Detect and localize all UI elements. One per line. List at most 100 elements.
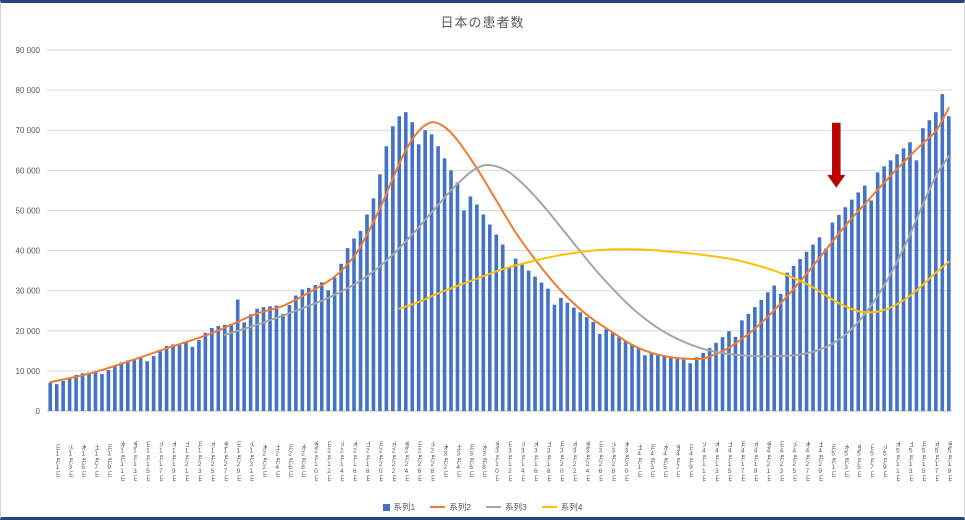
x-axis-label: 金4月21日 (764, 440, 771, 482)
x-axis-label: 水3月8日 (480, 444, 487, 478)
x-axis-label: 火3月14日 (519, 440, 526, 482)
y-axis-label: 40 000 (16, 247, 41, 256)
x-axis-label: 金1月13日 (131, 440, 138, 482)
x-axis-label: 日1月1日 (53, 444, 60, 478)
y-axis-label: 70 000 (16, 126, 41, 135)
y-axis-label: 20 000 (16, 327, 41, 336)
line-series-3[interactable] (223, 155, 950, 358)
x-axis-label: 日2月12日 (325, 440, 332, 482)
x-axis-label: 水5月17日 (933, 440, 940, 482)
line-marker-icon (430, 506, 446, 508)
legend-item-series3[interactable]: 系列3 (486, 501, 527, 513)
x-axis-label: 火2月14日 (338, 440, 345, 482)
y-axis-label: 60 000 (16, 166, 41, 175)
x-axis-label: 金2月10日 (312, 440, 319, 482)
x-axis-label: 土4月1日 (635, 444, 642, 478)
x-axis-label: 月3月6日 (467, 444, 474, 478)
legend-label-series3: 系列3 (505, 502, 527, 512)
x-axis-label: 日4月9日 (687, 444, 694, 478)
x-axis-label: 水4月5日 (661, 444, 668, 478)
x-axis-label: 火4月11日 (700, 440, 707, 482)
x-axis-label: 木4月13日 (713, 440, 720, 482)
y-axis-label: 50 000 (16, 206, 41, 215)
x-axis-label: 金5月19日 (945, 440, 952, 482)
x-axis-label: 火1月31日 (247, 440, 254, 482)
x-axis-label: 月5月15日 (920, 440, 927, 482)
x-axis-label: 木3月16日 (532, 440, 539, 482)
x-axis-label: 木1月19日 (170, 440, 177, 482)
x-axis-label: 木2月2日 (260, 444, 267, 478)
x-axis-label: 金1月27日 (221, 440, 228, 482)
x-axis-label: 金3月10日 (493, 440, 500, 482)
x-axis-label: 火2月28日 (428, 440, 435, 482)
x-axis-label: 金5月5日 (855, 444, 862, 478)
line-series-4[interactable] (398, 248, 950, 314)
x-axis-label: 火3月28日 (609, 440, 616, 482)
line-series-2[interactable] (49, 107, 950, 384)
x-axis-label: 火4月25日 (790, 440, 797, 482)
x-axis-label: 月2月20日 (377, 440, 384, 482)
x-axis-label: 金2月24日 (402, 440, 409, 482)
x-axis-label: 土2月18日 (364, 440, 371, 482)
x-axis-label: 土1月7日 (92, 444, 99, 478)
x-axis-label: 木2月16日 (351, 440, 358, 482)
x-axis-label: 水3月22日 (571, 440, 578, 482)
x-axis-label: 日1月29日 (234, 440, 241, 482)
legend-item-series1[interactable]: 系列1 (382, 501, 416, 513)
y-axis-label: 10 000 (16, 367, 41, 376)
legend-label-series1: 系列1 (393, 502, 416, 512)
line-marker-icon (486, 506, 501, 508)
x-axis-label: 月3月20日 (558, 440, 565, 482)
x-axis-label: 月4月17日 (739, 440, 746, 482)
x-axis-labels: 日1月1日 火1月3日 木1月5日 土1月7日 月1月9日 水1月11日 金1月13日 日1月… (1, 414, 964, 508)
x-axis-label: 月4月3日 (648, 444, 655, 478)
bar-marker-icon (382, 503, 390, 511)
y-axis-label: 80 000 (16, 86, 41, 95)
chart-title[interactable]: 日本の患者数 (440, 15, 525, 30)
x-axis-label: 金3月24日 (583, 440, 590, 482)
x-axis-label: 日2月26日 (415, 440, 422, 482)
x-axis-label: 水1月25日 (209, 440, 216, 482)
y-axis-label: 90 000 (16, 46, 41, 55)
x-axis-label: 水4月19日 (752, 440, 759, 482)
down-arrow-annotation[interactable] (827, 122, 846, 188)
x-axis-label: 木3月2日 (441, 444, 448, 478)
legend-item-series2[interactable]: 系列2 (430, 501, 471, 513)
x-axis-label: 日4月23日 (777, 440, 784, 482)
x-axis-label: 水2月8日 (299, 444, 306, 478)
x-axis-label: 月1月23日 (196, 440, 203, 482)
x-axis-label: 土3月18日 (545, 440, 552, 482)
x-axis-label: 木5月11日 (894, 440, 901, 482)
x-axis-label: 水2月22日 (390, 440, 397, 482)
x-axis-label: 水5月3日 (842, 444, 849, 478)
x-axis-label: 土4月29日 (816, 440, 823, 482)
x-axis-label: 火5月9日 (881, 444, 888, 478)
legend-label-series4: 系列4 (560, 502, 583, 512)
x-axis-label: 月1月9日 (105, 444, 112, 478)
x-axis-label: 日5月7日 (868, 444, 875, 478)
x-axis-label: 木3月30日 (622, 440, 629, 482)
legend-label-series2: 系列2 (449, 502, 471, 512)
legend-item-series4[interactable]: 系列4 (541, 501, 583, 513)
x-axis-label: 土3月4日 (454, 444, 461, 478)
x-axis-label: 水1月11日 (118, 440, 125, 482)
x-axis-label: 月5月1日 (829, 444, 836, 478)
x-axis-label: 土5月13日 (907, 440, 914, 482)
plot-area: 0 10 000 20 000 30 000 40 000 50 000 60 000 70 … (16, 46, 952, 416)
line-marker-icon (541, 506, 557, 508)
x-axis-label: 土4月15日 (726, 440, 733, 482)
x-axis-label: 木4月27日 (803, 440, 810, 482)
legend: 系列1 系列2 系列3 系列4 (1, 500, 964, 514)
y-axis-label: 30 000 (16, 287, 41, 296)
x-axis-label: 火1月17日 (157, 440, 164, 482)
y-axis-label: 0 (36, 407, 41, 416)
x-axis-label: 土2月4日 (273, 444, 280, 478)
bar-series[interactable] (48, 94, 951, 412)
x-axis-label: 火1月3日 (66, 444, 73, 478)
x-axis-label: 木1月5日 (79, 444, 86, 478)
x-axis-label: 日3月12日 (506, 440, 513, 482)
x-axis-label: 月2月6日 (286, 444, 293, 478)
x-axis-label: 金4月7日 (674, 444, 681, 478)
x-axis-label: 日1月15日 (144, 440, 151, 482)
